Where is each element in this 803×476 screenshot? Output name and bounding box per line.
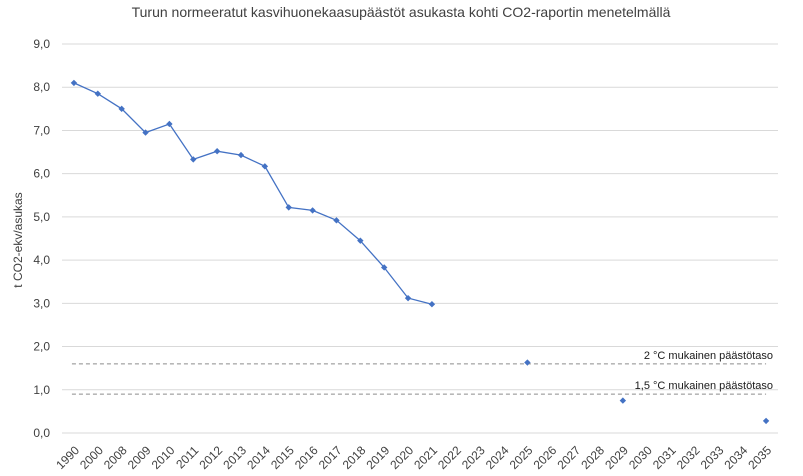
data-point bbox=[524, 359, 531, 366]
x-tick-label: 2012 bbox=[196, 443, 225, 472]
reference-line-label: 2 °C mukainen päästötaso bbox=[644, 350, 773, 362]
x-tick-label: 2035 bbox=[745, 443, 774, 472]
data-point bbox=[94, 90, 101, 97]
x-tick-label: 2011 bbox=[173, 443, 201, 471]
y-tick-label: 1,0 bbox=[33, 383, 50, 397]
x-tick-label: 2030 bbox=[626, 443, 655, 472]
x-tick-label: 2026 bbox=[531, 443, 560, 472]
y-tick-label: 4,0 bbox=[33, 253, 50, 267]
y-tick-labels: 0,0 1,0 2,0 3,0 4,0 5,0 6,0 7,0 8,0 9,0 bbox=[33, 37, 50, 440]
x-tick-label: 2033 bbox=[698, 443, 727, 472]
data-point bbox=[285, 204, 292, 211]
y-tick-label: 3,0 bbox=[33, 296, 50, 310]
x-tick-label: 2032 bbox=[674, 443, 703, 472]
x-tick-label: 1990 bbox=[53, 443, 82, 472]
y-tick-label: 8,0 bbox=[33, 80, 50, 94]
x-tick-label: 2031 bbox=[650, 443, 679, 472]
data-point bbox=[166, 120, 173, 128]
x-tick-label: 2017 bbox=[316, 443, 345, 472]
x-tick-label: 2034 bbox=[722, 443, 751, 472]
x-tick-label: 2025 bbox=[507, 443, 536, 472]
x-tick-label: 2000 bbox=[77, 443, 106, 472]
x-tick-label: 2020 bbox=[387, 443, 416, 472]
x-tick-label: 2021 bbox=[411, 443, 440, 472]
x-tick-label: 2013 bbox=[220, 443, 249, 472]
chart-title: Turun normeeratut kasvihuonekaasupäästöt… bbox=[132, 4, 671, 20]
x-tick-label: 2014 bbox=[244, 443, 273, 472]
data-point bbox=[428, 300, 436, 308]
series-line bbox=[73, 82, 433, 305]
x-tick-label: 2016 bbox=[292, 443, 321, 472]
grid-layer bbox=[62, 43, 778, 434]
x-tick-label: 2027 bbox=[554, 443, 583, 472]
y-tick-label: 2,0 bbox=[33, 340, 50, 354]
data-point bbox=[381, 264, 388, 271]
x-tick-label: 2009 bbox=[125, 443, 154, 472]
y-tick-label: 7,0 bbox=[33, 123, 50, 137]
x-tick-label: 2018 bbox=[340, 443, 369, 472]
data-point bbox=[190, 156, 197, 163]
data-point bbox=[237, 151, 245, 159]
data-point bbox=[213, 147, 221, 155]
data-point bbox=[118, 105, 125, 113]
y-tick-label: 0,0 bbox=[33, 426, 50, 440]
data-point bbox=[333, 217, 340, 224]
y-tick-label: 9,0 bbox=[33, 37, 50, 51]
y-tick-label: 6,0 bbox=[33, 167, 50, 181]
data-point bbox=[309, 207, 316, 214]
x-tick-label: 2019 bbox=[364, 443, 393, 472]
x-tick-label: 2022 bbox=[435, 443, 464, 472]
data-point bbox=[142, 129, 149, 136]
y-tick-label: 5,0 bbox=[33, 210, 50, 224]
x-tick-label: 2028 bbox=[578, 443, 607, 472]
data-point bbox=[404, 294, 412, 302]
reference-lines: 2 °C mukainen päästötaso 1,5 °C mukainen … bbox=[71, 350, 773, 395]
x-tick-label: 2015 bbox=[268, 443, 297, 472]
reference-line-label: 1,5 °C mukainen päästötaso bbox=[635, 380, 773, 392]
data-point bbox=[762, 417, 770, 425]
data-point bbox=[70, 79, 78, 87]
x-tick-label: 2023 bbox=[459, 443, 488, 472]
x-tick-label: 2024 bbox=[483, 443, 512, 472]
y-axis-label: t CO2-ekv/asukas bbox=[11, 192, 25, 287]
data-point bbox=[357, 237, 364, 244]
data-point bbox=[619, 397, 627, 404]
x-tick-label: 2029 bbox=[602, 443, 631, 472]
series-layer bbox=[70, 79, 770, 425]
data-point bbox=[261, 163, 269, 170]
x-tick-labels: 1990200020082009201020112012201320142015… bbox=[53, 443, 774, 472]
x-tick-label: 2010 bbox=[149, 443, 178, 472]
x-tick-label: 2008 bbox=[101, 443, 130, 472]
